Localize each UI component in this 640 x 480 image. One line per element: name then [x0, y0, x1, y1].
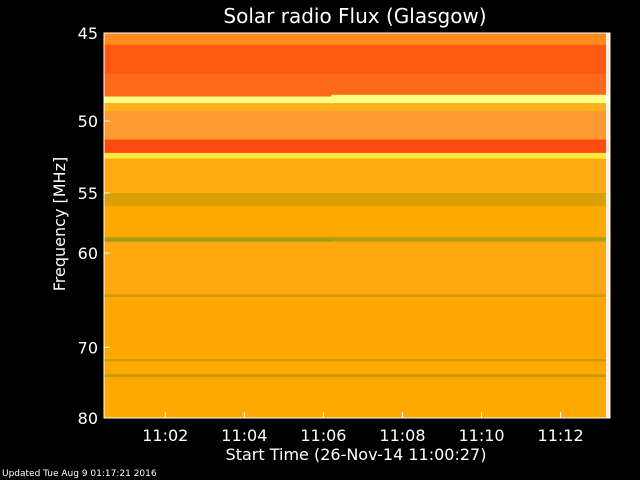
frequency-band [104, 361, 610, 375]
x-tick-label: 11:12 [538, 426, 584, 445]
y-tick-label: 55 [78, 184, 98, 203]
y-tick-label: 45 [78, 24, 98, 43]
updated-timestamp: Updated Tue Aug 9 01:17:21 2016 [2, 469, 157, 479]
x-tick-label: 11:02 [142, 426, 188, 445]
frequency-band [104, 103, 610, 112]
band-shift [331, 94, 610, 97]
frequency-band [104, 96, 610, 104]
chart-title: Solar radio Flux (Glasgow) [223, 4, 486, 28]
y-tick-label: 70 [78, 338, 98, 357]
x-tick-label: 11:06 [300, 426, 346, 445]
y-axis: 45 50 55 60 70 80 [78, 24, 110, 428]
frequency-band [104, 44, 610, 75]
frequency-band [104, 205, 610, 238]
y-tick-label: 60 [78, 244, 98, 263]
frequency-band [104, 152, 610, 159]
plot-area [103, 32, 611, 419]
frequency-band [104, 237, 610, 242]
frequency-band [104, 74, 610, 97]
x-tick-label: 11:08 [379, 426, 425, 445]
frequency-band [104, 193, 610, 206]
frequency-band [104, 139, 610, 153]
x-tick-label: 11:10 [458, 426, 504, 445]
frequency-band [104, 241, 610, 295]
plot-frame [103, 32, 611, 419]
x-axis-label: Start Time (26-Nov-14 11:00:27) [226, 445, 487, 464]
frequency-band [104, 158, 610, 193]
x-axis: 11:02 11:04 11:06 11:08 11:10 11:12 [142, 412, 584, 445]
frequency-band [104, 294, 610, 298]
frequency-band [104, 377, 610, 418]
y-axis-label: Frequency [MHz] [50, 157, 69, 291]
y-tick-label: 80 [78, 409, 98, 428]
band-shift [104, 239, 332, 242]
edge-strip [606, 33, 610, 418]
frequency-band [104, 374, 610, 378]
y-tick-label: 50 [78, 112, 98, 131]
frequency-band [104, 111, 610, 140]
frequency-band [104, 297, 610, 360]
frequency-band [104, 359, 610, 362]
x-tick-label: 11:04 [221, 426, 267, 445]
frequency-band [104, 33, 610, 45]
